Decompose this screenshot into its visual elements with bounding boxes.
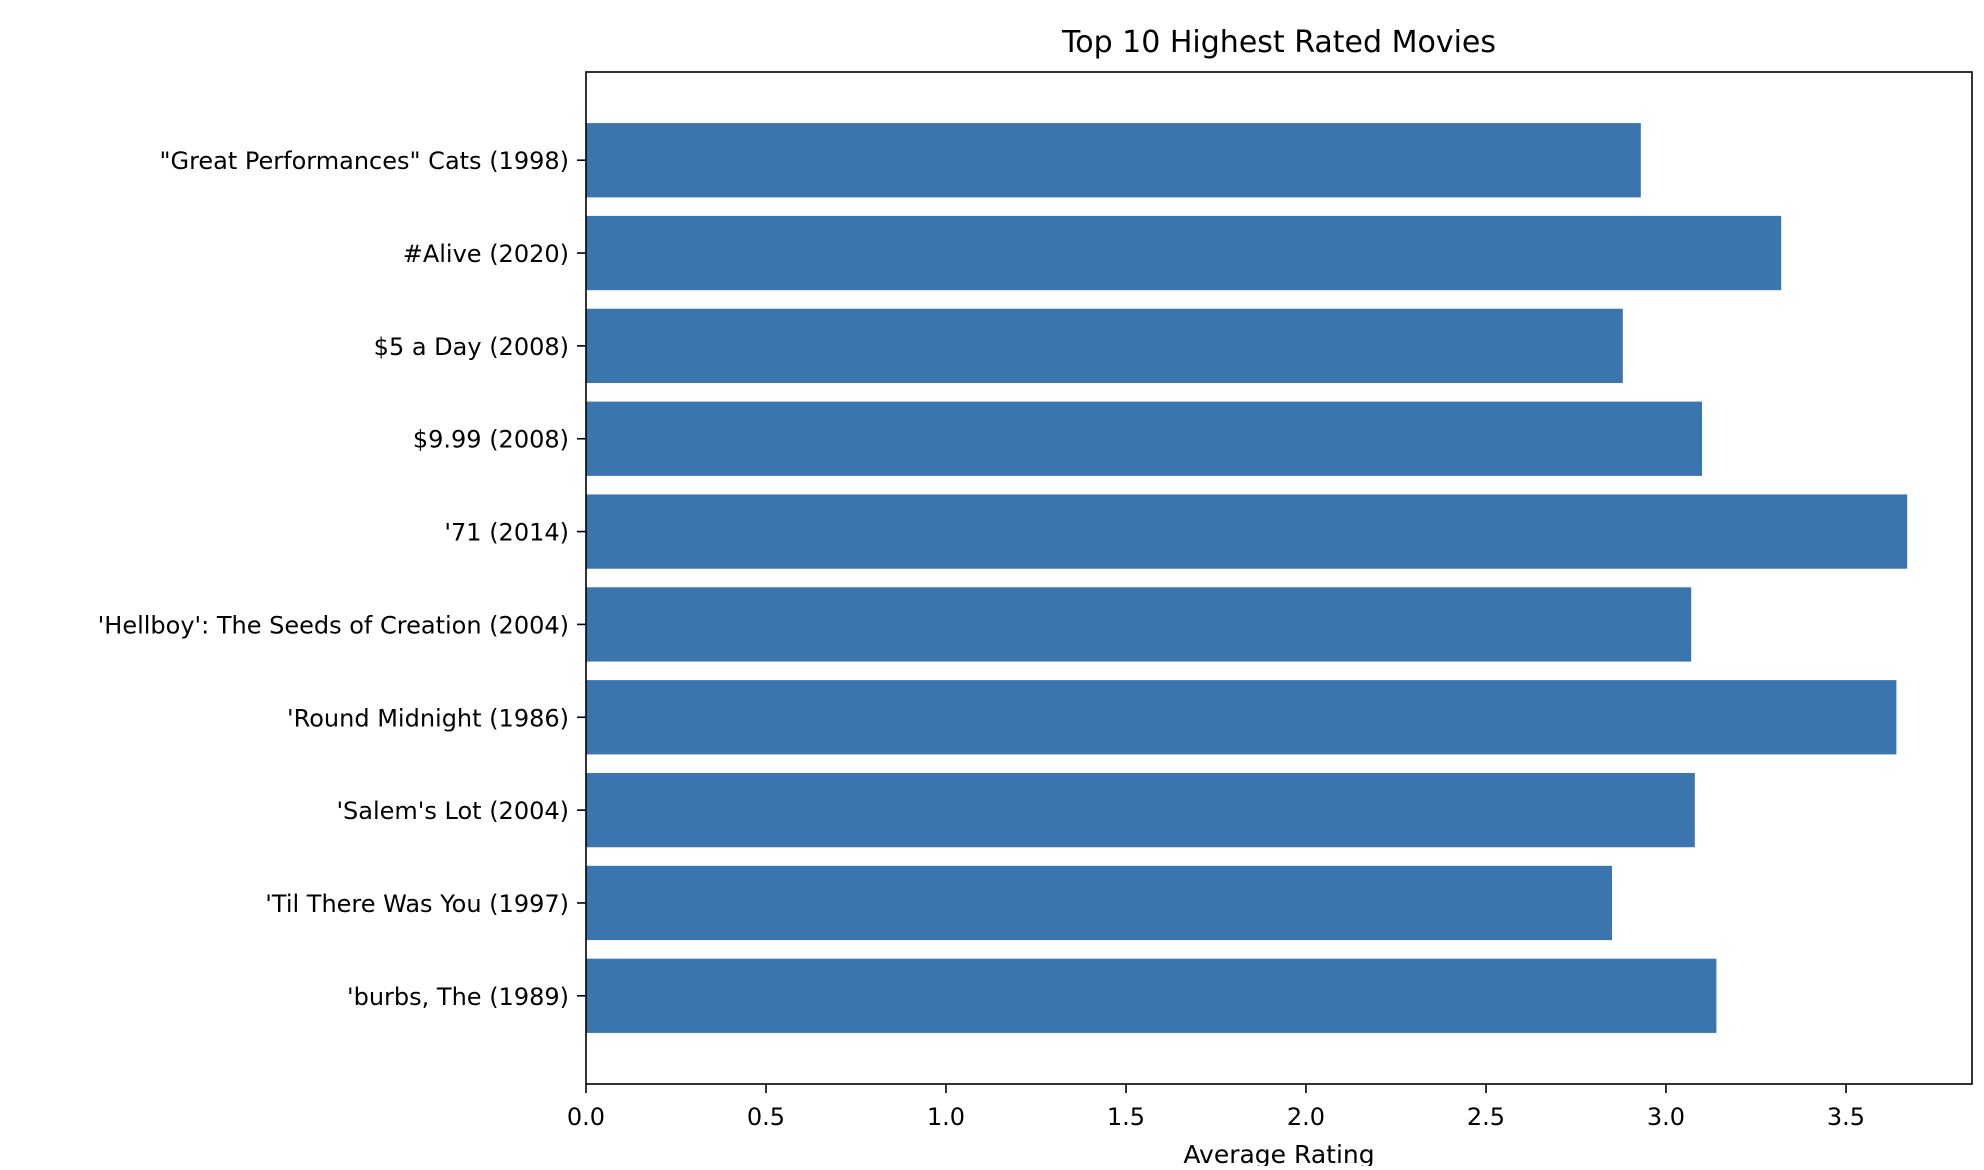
y-axis: "Great Performances" Cats (1998) #Alive (… xyxy=(98,147,586,1011)
bar xyxy=(586,958,1717,1033)
bar xyxy=(586,865,1612,941)
bar xyxy=(586,772,1695,848)
bar xyxy=(586,215,1782,291)
x-tick-label: 3.5 xyxy=(1827,1103,1865,1131)
y-tick-label: '71 (2014) xyxy=(444,519,569,547)
y-tick-label: 'Salem's Lot (2004) xyxy=(336,797,569,825)
x-axis-title: Average Rating xyxy=(1183,1140,1374,1166)
x-tick-label: 1.0 xyxy=(927,1103,965,1131)
bar xyxy=(586,123,1641,198)
x-tick-label: 0.5 xyxy=(747,1103,785,1131)
bars-layer xyxy=(586,123,1908,1033)
y-tick-label: 'Round Midnight (1986) xyxy=(287,704,569,732)
y-tick-label: "Great Performances" Cats (1998) xyxy=(159,147,569,175)
x-tick-label: 2.0 xyxy=(1287,1103,1325,1131)
bar xyxy=(586,401,1702,476)
bar xyxy=(586,308,1623,384)
bar xyxy=(586,587,1692,662)
y-tick-label: 'burbs, The (1989) xyxy=(347,983,569,1011)
x-tick-label: 2.5 xyxy=(1467,1103,1505,1131)
x-tick-label: 3.0 xyxy=(1647,1103,1685,1131)
x-tick-label: 1.5 xyxy=(1107,1103,1145,1131)
x-axis: 0.0 0.5 1.0 1.5 2.0 2.5 3.0 3.5 xyxy=(567,1084,1865,1131)
y-tick-label: 'Hellboy': The Seeds of Creation (2004) xyxy=(98,611,569,639)
y-tick-label: 'Til There Was You (1997) xyxy=(265,890,569,918)
plot-frame xyxy=(585,71,1973,1085)
bar xyxy=(586,494,1908,569)
bar xyxy=(586,680,1897,755)
x-tick-label: 0.0 xyxy=(567,1103,605,1131)
y-tick-label: $9.99 (2008) xyxy=(413,426,569,454)
y-tick-label: $5 a Day (2008) xyxy=(374,333,569,361)
y-tick-label: #Alive (2020) xyxy=(403,240,569,268)
chart-title: Top 10 Highest Rated Movies xyxy=(1061,25,1496,60)
